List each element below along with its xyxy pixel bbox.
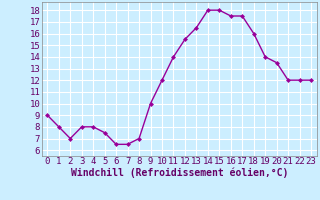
X-axis label: Windchill (Refroidissement éolien,°C): Windchill (Refroidissement éolien,°C) [70,168,288,178]
